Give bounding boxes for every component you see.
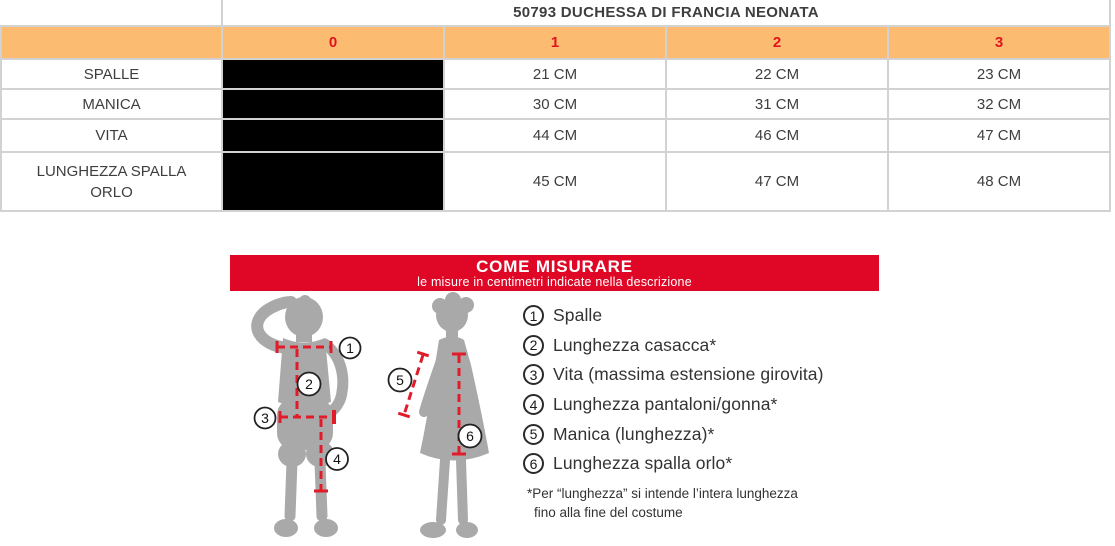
measure-line-5-manica	[402, 354, 425, 416]
marker-6-number: 6	[466, 428, 474, 444]
marker-6: 6	[457, 423, 483, 449]
legend-item-spalla-orlo: 6 Lunghezza spalla orlo*	[523, 449, 824, 479]
value-cell: 44 CM	[443, 118, 667, 153]
marker-1-number: 1	[346, 340, 354, 356]
value-cell: 22 CM	[665, 58, 889, 90]
value-cell: 30 CM	[443, 88, 667, 120]
marker-5-number: 5	[396, 372, 404, 388]
circled-number-icon: 3	[523, 364, 544, 386]
corner-cell	[1, 0, 223, 27]
marker-1: 1	[338, 336, 362, 360]
circled-number-icon: 2	[523, 334, 544, 356]
marker-4: 4	[325, 447, 349, 471]
redacted-value-cell	[221, 58, 445, 90]
marker-2: 2	[296, 371, 322, 397]
value-cell: 32 CM	[886, 88, 1112, 120]
legend-item-casacca: 2 Lunghezza casacca*	[523, 331, 824, 361]
size-column-2: 2	[665, 25, 889, 60]
legend-item-pantaloni: 4 Lunghezza pantaloni/gonna*	[523, 390, 824, 420]
legend-item-manica: 5 Manica (lunghezza)*	[523, 419, 824, 449]
value-cell: 48 CM	[886, 151, 1112, 212]
size-header-blank	[0, 25, 223, 60]
banner-title: COME MISURARE	[476, 257, 633, 276]
size-header-row: 0 1 2 3	[0, 25, 1112, 60]
row-label-lunghezza-spalla-orlo: LUNGHEZZA SPALLA ORLO	[0, 151, 223, 212]
footnote-line-1: *Per “lunghezza” si intende l’intera lun…	[527, 486, 798, 501]
redacted-value-cell	[221, 88, 445, 120]
footnote-line-2: fino alla fine del costume	[534, 505, 683, 520]
diagram-markers: 1 2 3 4 5 6	[253, 336, 483, 471]
value-cell: 46 CM	[665, 118, 889, 153]
product-title: 50793 DUCHESSA DI FRANCIA NEONATA	[220, 0, 1112, 27]
banner-subtitle: le misure in centimetri indicate nella d…	[417, 275, 692, 289]
table-title-row: 50793 DUCHESSA DI FRANCIA NEONATA	[1, 0, 1112, 27]
legend-item-vita: 3 Vita (massima estensione girovita)	[523, 360, 824, 390]
row-label-spalle: SPALLE	[0, 58, 223, 90]
size-column-3: 3	[886, 25, 1112, 60]
circled-number-icon: 1	[523, 305, 544, 327]
size-table: 50793 DUCHESSA DI FRANCIA NEONATA 0 1 2 …	[0, 0, 1112, 212]
table-row: LUNGHEZZA SPALLA ORLO 45 CM 47 CM 48 CM	[0, 151, 1112, 212]
circled-number-icon: 6	[523, 453, 544, 475]
measure-diagram: 1 2 3 4 5 6	[251, 292, 489, 538]
marker-3-number: 3	[261, 410, 269, 426]
legend-item-spalle: 1 Spalle	[523, 301, 824, 331]
marker-3: 3	[253, 406, 277, 430]
row-label-manica: MANICA	[0, 88, 223, 120]
table-row: SPALLE 21 CM 22 CM 23 CM	[0, 58, 1112, 90]
circled-number-icon: 4	[523, 394, 544, 416]
value-cell: 47 CM	[886, 118, 1112, 153]
marker-2-number: 2	[305, 376, 313, 392]
circled-number-icon: 5	[523, 423, 544, 445]
value-cell: 21 CM	[443, 58, 667, 90]
measure-legend: 1 Spalle 2 Lunghezza casacca* 3 Vita (ma…	[523, 301, 824, 479]
girl-silhouette	[419, 292, 489, 538]
redacted-value-cell	[221, 118, 445, 153]
row-label-vita: VITA	[0, 118, 223, 153]
measure-footnote: *Per “lunghezza” si intende l’intera lun…	[527, 484, 798, 522]
value-cell: 47 CM	[665, 151, 889, 212]
value-cell: 45 CM	[443, 151, 667, 212]
table-row: MANICA 30 CM 31 CM 32 CM	[0, 88, 1112, 120]
value-cell: 31 CM	[665, 88, 889, 120]
table-row: VITA 44 CM 46 CM 47 CM	[0, 118, 1112, 153]
marker-4-number: 4	[333, 451, 341, 467]
redacted-value-cell	[221, 151, 445, 212]
marker-5: 5	[387, 367, 413, 393]
size-column-0: 0	[221, 25, 445, 60]
size-column-1: 1	[443, 25, 667, 60]
come-misurare-banner: COME MISURARE le misure in centimetri in…	[230, 255, 879, 291]
value-cell: 23 CM	[886, 58, 1112, 90]
